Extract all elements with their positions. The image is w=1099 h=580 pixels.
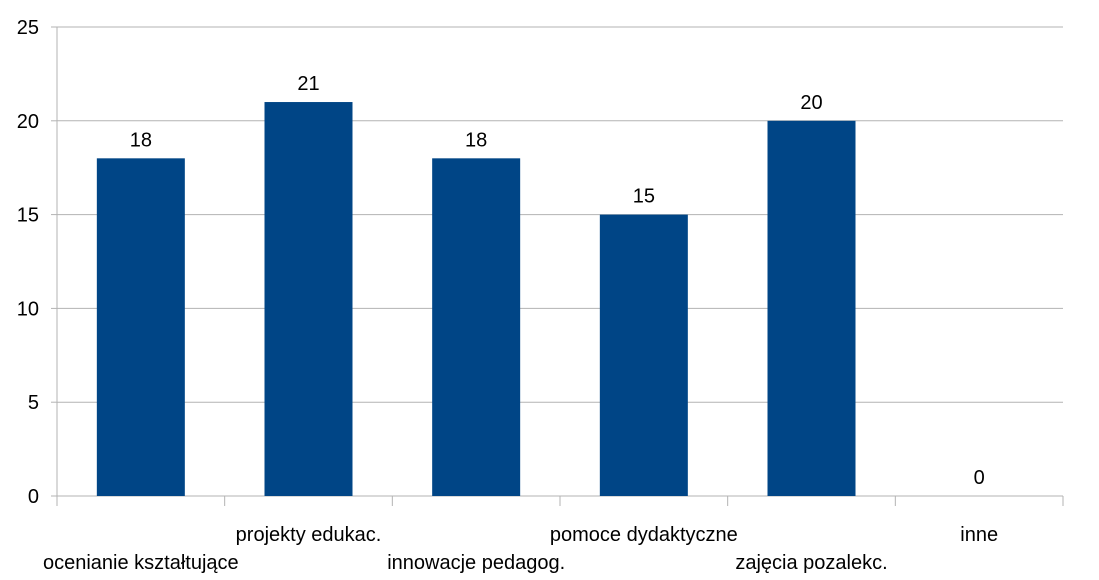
y-tick-label: 5: [28, 392, 39, 414]
axes: [51, 26, 1064, 506]
x-tick-label: ocenianie kształtujące: [43, 552, 239, 574]
bar: [767, 120, 856, 497]
x-tick-label: inne: [960, 524, 998, 546]
bar: [96, 158, 185, 496]
y-tick-label: 10: [17, 298, 39, 320]
y-tick-label: 20: [17, 111, 39, 133]
x-tick-label: innowacje pedagog.: [387, 552, 565, 574]
data-label: 15: [633, 186, 655, 208]
y-tick-label: 0: [28, 486, 39, 508]
data-label: 20: [800, 92, 822, 114]
data-label: 18: [130, 129, 152, 151]
x-tick-label: zajęcia pozalekc.: [735, 552, 887, 574]
data-label: 18: [465, 129, 487, 151]
data-label: 21: [297, 73, 319, 95]
gridlines: [57, 26, 1063, 497]
labels: 0 5 10 15 20 25 18 ocenianie kształtujące 21 proj…: [17, 17, 998, 574]
bars: [96, 102, 856, 497]
x-tick-label: projekty edukac.: [236, 524, 382, 546]
y-tick-label: 25: [17, 17, 39, 39]
bar: [264, 102, 353, 496]
x-tick-label: pomoce dydaktyczne: [550, 524, 738, 546]
data-label: 0: [974, 467, 985, 489]
y-tick-label: 15: [17, 205, 39, 227]
bar: [432, 158, 521, 496]
bar: [599, 214, 688, 496]
